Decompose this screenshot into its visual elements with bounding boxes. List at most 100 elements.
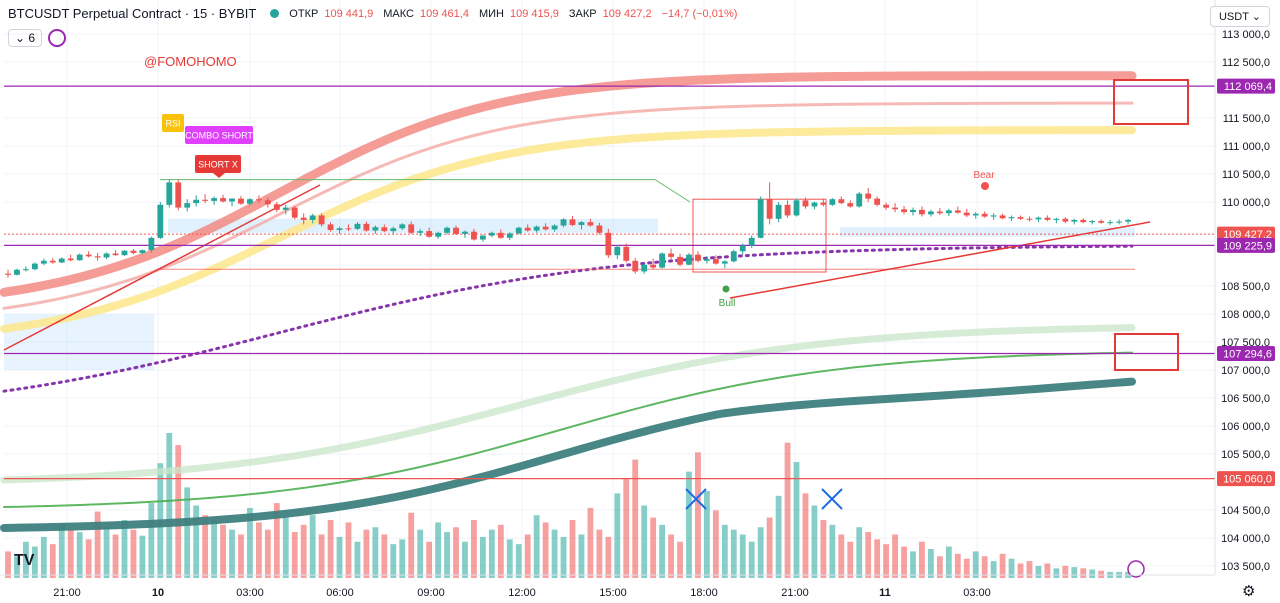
volume-bar: [67, 529, 74, 578]
currency-select[interactable]: USDT ⌄: [1209, 6, 1270, 27]
volume-bar: [453, 527, 459, 578]
close-label: ЗАКР: [568, 7, 597, 20]
price-tick-label: 105 500,0: [1221, 449, 1270, 461]
candle: [444, 226, 450, 235]
price-tick-label: 111 000,0: [1223, 141, 1270, 153]
dotted-purple-trend: [2, 244, 1134, 393]
candle-body: [5, 273, 11, 275]
candle-body: [1089, 221, 1096, 223]
volume-bar: [829, 524, 836, 578]
candle: [775, 202, 782, 223]
volume-bar: [40, 536, 47, 578]
candle: [1035, 216, 1042, 223]
volume-bar: [730, 529, 737, 578]
price-tick-label: 104 500,0: [1221, 505, 1270, 517]
candle: [372, 225, 379, 234]
candle-body: [883, 204, 890, 208]
green-box-line: [160, 179, 691, 203]
candle: [820, 198, 827, 207]
candle: [596, 222, 603, 235]
candle-body: [703, 259, 710, 261]
volume-bar: [856, 527, 863, 578]
volume-bar: [820, 520, 827, 578]
volume-bar: [515, 544, 522, 578]
candle-body: [1116, 221, 1122, 223]
signal-label: RSI: [165, 119, 180, 129]
candle-body: [372, 227, 379, 231]
volume-bar: [972, 551, 979, 578]
volume-bar: [408, 512, 415, 578]
candle: [417, 228, 424, 237]
volume-bar: [659, 524, 666, 578]
candle-body: [40, 260, 47, 264]
candle-body: [578, 222, 585, 225]
candle-body: [659, 253, 666, 268]
candle-body: [166, 182, 173, 205]
volume-bar: [23, 541, 29, 578]
candle: [184, 199, 191, 212]
x-mark-icon[interactable]: [685, 488, 707, 510]
candle-body: [972, 213, 979, 216]
highlight-box[interactable]: [1113, 79, 1189, 125]
candle-body: [76, 254, 83, 261]
volume-bar: [166, 433, 173, 578]
volume-bar: [919, 541, 925, 578]
volume-bar: [479, 536, 486, 578]
volume-bar: [247, 507, 253, 578]
volume-bar: [49, 544, 56, 578]
short-arrow-icon: [213, 173, 225, 178]
candle: [668, 248, 674, 260]
candle-body: [730, 251, 737, 262]
candle: [712, 255, 719, 265]
candle-body: [247, 199, 253, 204]
candle: [838, 196, 845, 205]
candle-body: [721, 261, 728, 264]
price-badge-bg: [1217, 346, 1275, 362]
volume-bar: [426, 541, 433, 578]
volume-bar: [883, 544, 890, 578]
volume-bar: [650, 517, 657, 578]
candle-body: [23, 269, 29, 271]
watermark: @FOMOHOMO: [144, 54, 237, 69]
price-tick-label: 110 500,0: [1222, 169, 1270, 181]
highlight-box[interactable]: [1114, 333, 1179, 371]
volume-bar: [721, 524, 728, 578]
candle: [435, 231, 442, 239]
candle: [363, 221, 370, 232]
time-tick-label: 06:00: [326, 587, 354, 599]
candle-body: [94, 256, 101, 258]
x-mark-icon[interactable]: [821, 488, 843, 510]
candle-body: [1026, 218, 1033, 220]
time-tick-label: 15:00: [599, 587, 627, 599]
volume-bar: [695, 452, 701, 578]
volume-bar: [793, 462, 800, 578]
candle-body: [184, 203, 191, 208]
time-tick-label: 03:00: [963, 587, 991, 599]
volume-bar: [605, 536, 612, 578]
indicator-toggle[interactable]: ⌄ 6: [8, 29, 43, 47]
refresh-icon[interactable]: [48, 29, 67, 47]
candle-body: [892, 207, 898, 210]
lightning-icon[interactable]: [1127, 560, 1145, 578]
candle-body: [811, 202, 818, 207]
price-axis-panel[interactable]: [1215, 0, 1280, 603]
candle: [408, 221, 415, 234]
candle-body: [399, 224, 406, 229]
volume-bar: [148, 503, 155, 578]
candle: [479, 234, 486, 242]
volume-bar: [892, 534, 898, 578]
volume-bar: [58, 523, 65, 578]
time-tick-label: 03:00: [236, 587, 264, 599]
candle: [919, 206, 925, 217]
candle: [551, 224, 558, 232]
candle: [1116, 219, 1122, 225]
volume-bar: [865, 532, 872, 578]
symbol-title[interactable]: BTCUSDT Perpetual Contract · 15 · BYBIT: [8, 6, 257, 21]
price-tick-label: 106 000,0: [1221, 421, 1270, 433]
volume-bar: [945, 546, 952, 578]
candle-body: [309, 215, 316, 220]
price-badge-label: 109 225,9: [1223, 240, 1272, 252]
candle-body: [802, 200, 809, 207]
gear-icon[interactable]: ⚙: [1242, 583, 1256, 600]
